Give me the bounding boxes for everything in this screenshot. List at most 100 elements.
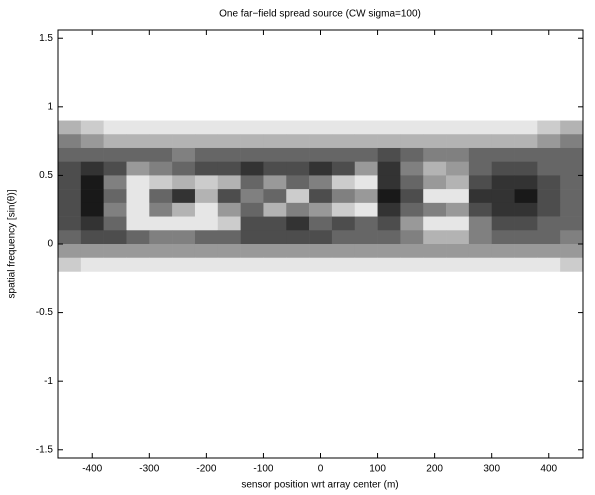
heatmap-cell bbox=[560, 244, 584, 259]
heatmap-cell bbox=[263, 230, 287, 245]
heatmap-cell bbox=[149, 147, 173, 162]
heatmap-cell bbox=[217, 147, 241, 162]
heatmap-cell bbox=[423, 120, 447, 135]
heatmap-cell bbox=[491, 189, 515, 204]
heatmap-cell bbox=[149, 175, 173, 190]
x-tick-label: 100 bbox=[369, 464, 386, 475]
heatmap-cell bbox=[377, 147, 401, 162]
heatmap-cell bbox=[468, 257, 492, 272]
heatmap-cell bbox=[286, 230, 310, 245]
heatmap-cell bbox=[80, 147, 104, 162]
heatmap-cell bbox=[423, 134, 447, 149]
y-tick-label: -0.5 bbox=[36, 307, 54, 318]
heatmap-cell bbox=[240, 189, 264, 204]
heatmap-cell bbox=[537, 216, 561, 231]
heatmap-cell bbox=[103, 161, 127, 176]
heatmap-cell bbox=[400, 202, 424, 217]
x-tick-label: -200 bbox=[196, 464, 216, 475]
heatmap-cell bbox=[126, 161, 150, 176]
heatmap-cell bbox=[514, 147, 538, 162]
heatmap-cell bbox=[172, 134, 196, 149]
heatmap-cell bbox=[423, 230, 447, 245]
heatmap-cell bbox=[240, 120, 264, 135]
heatmap-cell bbox=[331, 230, 356, 245]
heatmap-cell bbox=[309, 244, 333, 259]
heatmap-cell bbox=[537, 120, 561, 135]
heatmap-cell bbox=[400, 244, 424, 259]
heatmap-cell bbox=[309, 134, 333, 149]
heatmap-cell bbox=[126, 216, 150, 231]
heatmap-cell bbox=[103, 134, 127, 149]
heatmap-cell bbox=[423, 161, 447, 176]
heatmap-cell bbox=[217, 120, 241, 135]
heatmap-cell bbox=[446, 134, 470, 149]
heatmap bbox=[58, 120, 584, 272]
heatmap-cell bbox=[423, 175, 447, 190]
heatmap-cell bbox=[80, 230, 104, 245]
heatmap-cell bbox=[331, 257, 356, 272]
heatmap-cell bbox=[537, 230, 561, 245]
heatmap-cell bbox=[560, 189, 584, 204]
heatmap-cell bbox=[491, 202, 515, 217]
x-tick-label: 300 bbox=[483, 464, 500, 475]
heatmap-cell bbox=[103, 202, 127, 217]
heatmap-cell bbox=[446, 161, 470, 176]
heatmap-cell bbox=[286, 257, 310, 272]
heatmap-cell bbox=[194, 120, 219, 135]
heatmap-cell bbox=[58, 189, 82, 204]
heatmap-cell bbox=[514, 161, 538, 176]
heatmap-cell bbox=[537, 189, 561, 204]
heatmap-cell bbox=[423, 257, 447, 272]
heatmap-cell bbox=[80, 175, 104, 190]
heatmap-cell bbox=[468, 216, 492, 231]
heatmap-cell bbox=[286, 161, 310, 176]
heatmap-cell bbox=[240, 161, 264, 176]
heatmap-cell bbox=[491, 161, 515, 176]
heatmap-cell bbox=[354, 230, 378, 245]
heatmap-cell bbox=[354, 175, 378, 190]
heatmap-cell bbox=[286, 244, 310, 259]
heatmap-cell bbox=[468, 244, 492, 259]
heatmap-cell bbox=[80, 134, 104, 149]
heatmap-cell bbox=[58, 120, 82, 135]
heatmap-cell bbox=[286, 175, 310, 190]
heatmap-cell bbox=[286, 216, 310, 231]
heatmap-cell bbox=[172, 202, 196, 217]
heatmap-cell bbox=[400, 161, 424, 176]
x-tick-label: -100 bbox=[253, 464, 273, 475]
heatmap-cell bbox=[537, 175, 561, 190]
heatmap-cell bbox=[240, 134, 264, 149]
heatmap-cell bbox=[309, 202, 333, 217]
heatmap-cell bbox=[149, 230, 173, 245]
heatmap-cell bbox=[537, 244, 561, 259]
heatmap-cell bbox=[149, 216, 173, 231]
heatmap-cell bbox=[263, 202, 287, 217]
heatmap-cell bbox=[240, 175, 264, 190]
heatmap-cell bbox=[149, 244, 173, 259]
x-tick-label: -300 bbox=[139, 464, 159, 475]
y-tick-label: 0 bbox=[47, 239, 53, 250]
heatmap-cell bbox=[172, 230, 196, 245]
heatmap-cell bbox=[514, 257, 538, 272]
heatmap-cell bbox=[126, 257, 150, 272]
heatmap-cell bbox=[514, 202, 538, 217]
heatmap-cell bbox=[240, 216, 264, 231]
heatmap-cell bbox=[286, 189, 310, 204]
y-tick-label: 1.5 bbox=[39, 33, 53, 44]
heatmap-cell bbox=[149, 161, 173, 176]
heatmap-cell bbox=[149, 257, 173, 272]
heatmap-cell bbox=[172, 244, 196, 259]
heatmap-cell bbox=[286, 202, 310, 217]
heatmap-cell bbox=[126, 120, 150, 135]
heatmap-cell bbox=[126, 147, 150, 162]
heatmap-cell bbox=[331, 175, 356, 190]
y-tick-label: 1 bbox=[47, 101, 53, 112]
heatmap-cell bbox=[377, 244, 401, 259]
heatmap-cell bbox=[331, 161, 356, 176]
heatmap-cell bbox=[400, 134, 424, 149]
heatmap-cell bbox=[514, 244, 538, 259]
heatmap-cell bbox=[263, 257, 287, 272]
heatmap-cell bbox=[80, 244, 104, 259]
heatmap-cell bbox=[354, 147, 378, 162]
